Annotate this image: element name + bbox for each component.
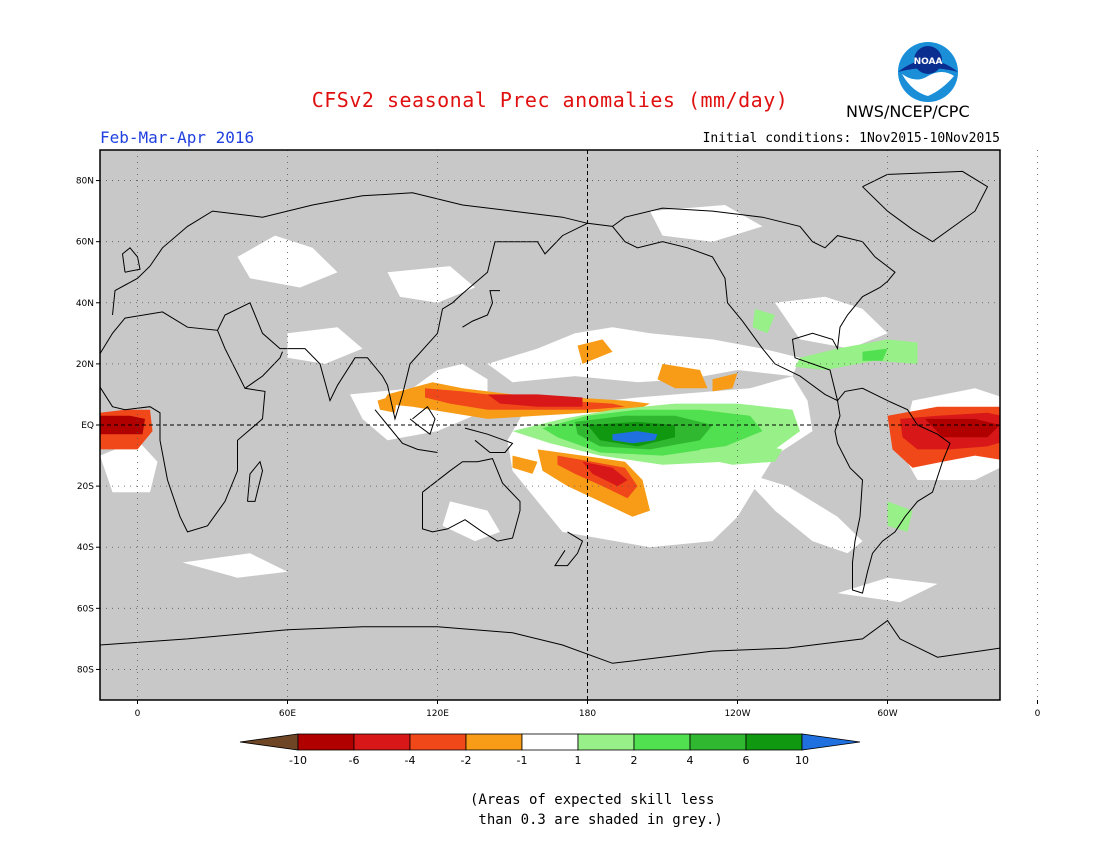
- near-normal-area: [837, 577, 938, 603]
- colorbar-label: -6: [349, 754, 360, 767]
- coastline: [554, 531, 584, 567]
- axis-layer: 0 60E 120E 180 120W 60W 0 80N 60N 40N 20N EQ 20S 40S 6…: [76, 149, 1041, 719]
- y-tick-label: 20S: [77, 482, 94, 492]
- colorbar-segment: [689, 733, 747, 751]
- dry-south-pacific: [557, 455, 638, 499]
- chart-title: CFSv2 seasonal Prec anomalies (mm/day): [311, 88, 789, 112]
- x-tick-label: 60E: [279, 709, 296, 719]
- near-normal-area: [442, 501, 500, 542]
- y-tick-label: 60S: [77, 604, 94, 614]
- colorbar-label: -1: [517, 754, 528, 767]
- near-normal-area: [182, 553, 288, 578]
- y-tick-label: EQ: [81, 421, 94, 431]
- colorbar-label: -2: [461, 754, 472, 767]
- near-normal-area: [737, 470, 863, 554]
- dry-north-pacific-patch: [712, 373, 738, 392]
- near-normal-area: [775, 296, 888, 349]
- coastline: [462, 290, 500, 328]
- coastline: [862, 170, 989, 243]
- wet-subtropical-atlantic: [795, 339, 918, 370]
- colorbar-label: 1: [575, 754, 582, 767]
- dry-north-pacific-patch: [657, 363, 708, 389]
- colorbar-label: 6: [743, 754, 750, 767]
- colorbar-segment: [801, 733, 861, 751]
- dry-western-pacific-core: [487, 394, 583, 407]
- near-normal-area: [287, 327, 363, 364]
- coastline: [217, 222, 588, 421]
- x-tick-label: 0: [1035, 709, 1041, 719]
- coastline: [247, 460, 264, 502]
- colorbar-label: 2: [631, 754, 638, 767]
- season-label: Feb-Mar-Apr 2016: [100, 128, 255, 147]
- near-normal-area: [100, 440, 158, 493]
- dry-south-pacific-core: [582, 461, 628, 487]
- coastline: [112, 192, 613, 316]
- wet-western-us: [752, 308, 775, 334]
- x-tick-label: 120W: [724, 709, 750, 719]
- organization-label: NWS/NCEP/CPC: [846, 102, 970, 121]
- coastline: [100, 619, 1000, 664]
- colorbar-segment: [297, 733, 355, 751]
- y-tick-label: 20N: [76, 360, 94, 370]
- colorbar-segment: [577, 733, 635, 751]
- y-tick-label: 40S: [77, 543, 94, 553]
- colorbar-segment: [745, 733, 803, 751]
- coastline: [422, 458, 521, 542]
- coastline: [244, 351, 283, 389]
- colorbar-segment: [409, 733, 467, 751]
- y-tick-label: 40N: [76, 299, 94, 309]
- dry-tropical-atlantic-max: [925, 418, 1000, 438]
- colorbar-label: -4: [405, 754, 416, 767]
- y-tick-label: 80S: [77, 665, 94, 675]
- y-tick-label: 60N: [76, 238, 94, 248]
- near-normal-area: [387, 266, 475, 303]
- x-tick-label: 120E: [426, 709, 449, 719]
- y-tick-label: 80N: [76, 177, 94, 187]
- footnote: (Areas of expected skill less than 0.3 a…: [470, 790, 730, 830]
- coastline: [464, 427, 514, 453]
- x-tick-label: 60W: [877, 709, 897, 719]
- colorbar-label: 10: [795, 754, 809, 767]
- dry-coral-sea-patch: [512, 455, 538, 474]
- colorbar: -10 -6 -4 -2 -1 1 2 4 6 10: [239, 733, 861, 767]
- colorbar-segment: [521, 733, 579, 751]
- colorbar-segment: [633, 733, 691, 751]
- x-tick-label: 180: [579, 709, 596, 719]
- coastline: [612, 207, 896, 402]
- colorbar-label: 4: [687, 754, 694, 767]
- coastline: [100, 311, 266, 533]
- wet-eastern-pacific: [700, 443, 783, 465]
- footnote-line-2: than 0.3 are shaded in grey.): [470, 812, 723, 828]
- noaa-logo: NOAA: [896, 40, 960, 108]
- colorbar-label: -10: [289, 754, 307, 767]
- footnote-line-1: (Areas of expected skill less: [470, 792, 715, 808]
- near-normal-area: [237, 235, 338, 288]
- noaa-logo-text: NOAA: [914, 57, 943, 67]
- colorbar-segment: [465, 733, 523, 751]
- coastline: [409, 405, 436, 436]
- near-normal-area: [487, 327, 800, 383]
- dry-north-pacific-patch: [577, 339, 613, 364]
- coastline: [121, 247, 141, 273]
- colorbar-segment: [239, 733, 299, 751]
- initial-conditions-label: Initial conditions: 1Nov2015-10Nov2015: [702, 131, 1000, 146]
- colorbar-segment: [353, 733, 411, 751]
- coastline: [834, 387, 951, 594]
- x-tick-label: 0: [135, 709, 141, 719]
- coastline: [374, 409, 438, 453]
- wet-subtropical-atlantic-core: [862, 348, 888, 361]
- wet-extreme-central-pacific: [612, 431, 658, 444]
- wet-south-brazil: [887, 501, 913, 532]
